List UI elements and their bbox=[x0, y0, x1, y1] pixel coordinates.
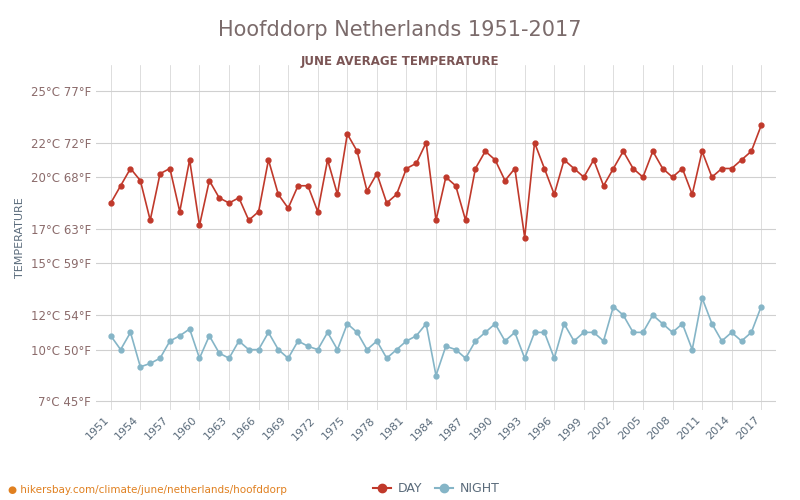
NIGHT bbox=[185, 326, 194, 332]
DAY bbox=[757, 122, 766, 128]
NIGHT bbox=[372, 338, 382, 344]
DAY bbox=[372, 170, 382, 176]
Line: DAY: DAY bbox=[108, 123, 764, 240]
Text: ● hikersbay.com/climate/june/netherlands/hoofddorp: ● hikersbay.com/climate/june/netherlands… bbox=[8, 485, 287, 495]
NIGHT bbox=[609, 304, 618, 310]
DAY bbox=[185, 157, 194, 163]
NIGHT bbox=[757, 304, 766, 310]
DAY bbox=[520, 234, 530, 240]
Y-axis label: TEMPERATURE: TEMPERATURE bbox=[14, 197, 25, 278]
DAY bbox=[106, 200, 115, 206]
DAY bbox=[402, 166, 411, 172]
DAY bbox=[205, 178, 214, 184]
DAY bbox=[717, 166, 726, 172]
NIGHT bbox=[431, 372, 441, 378]
Text: Hoofddorp Netherlands 1951-2017: Hoofddorp Netherlands 1951-2017 bbox=[218, 20, 582, 40]
NIGHT bbox=[402, 338, 411, 344]
NIGHT bbox=[106, 333, 115, 339]
Legend: DAY, NIGHT: DAY, NIGHT bbox=[367, 478, 505, 500]
Line: NIGHT: NIGHT bbox=[108, 296, 764, 378]
DAY bbox=[609, 166, 618, 172]
NIGHT bbox=[717, 338, 726, 344]
NIGHT bbox=[698, 295, 707, 301]
Text: JUNE AVERAGE TEMPERATURE: JUNE AVERAGE TEMPERATURE bbox=[301, 55, 499, 68]
NIGHT bbox=[155, 355, 165, 361]
